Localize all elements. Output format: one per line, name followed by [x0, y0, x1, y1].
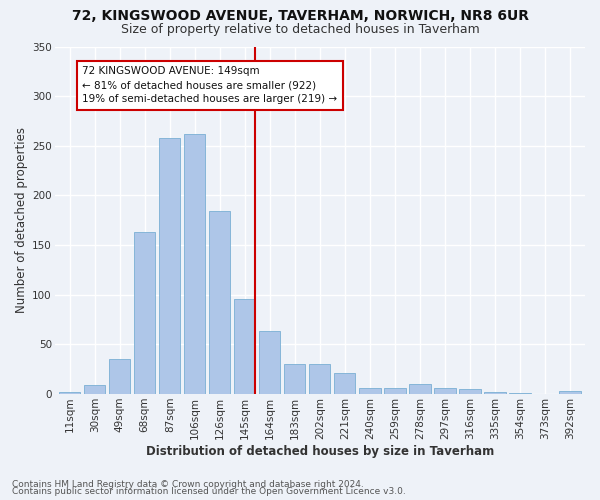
Text: 72, KINGSWOOD AVENUE, TAVERHAM, NORWICH, NR8 6UR: 72, KINGSWOOD AVENUE, TAVERHAM, NORWICH,… [71, 9, 529, 23]
Bar [359, 388, 380, 394]
Bar [284, 364, 305, 394]
Bar [184, 134, 205, 394]
Text: Size of property relative to detached houses in Taverham: Size of property relative to detached ho… [121, 22, 479, 36]
Bar [159, 138, 181, 394]
Bar [409, 384, 431, 394]
Text: Contains HM Land Registry data © Crown copyright and database right 2024.: Contains HM Land Registry data © Crown c… [12, 480, 364, 489]
Bar [234, 298, 256, 394]
X-axis label: Distribution of detached houses by size in Taverham: Distribution of detached houses by size … [146, 444, 494, 458]
Bar [309, 364, 331, 394]
Bar [259, 332, 280, 394]
Bar [334, 373, 355, 394]
Bar [109, 360, 130, 394]
Bar [209, 212, 230, 394]
Bar [460, 389, 481, 394]
Y-axis label: Number of detached properties: Number of detached properties [15, 128, 28, 314]
Bar [134, 232, 155, 394]
Bar [484, 392, 506, 394]
Text: 72 KINGSWOOD AVENUE: 149sqm
← 81% of detached houses are smaller (922)
19% of se: 72 KINGSWOOD AVENUE: 149sqm ← 81% of det… [82, 66, 337, 104]
Bar [59, 392, 80, 394]
Bar [559, 391, 581, 394]
Text: Contains public sector information licensed under the Open Government Licence v3: Contains public sector information licen… [12, 487, 406, 496]
Bar [509, 393, 530, 394]
Bar [84, 385, 106, 394]
Bar [434, 388, 455, 394]
Bar [384, 388, 406, 394]
